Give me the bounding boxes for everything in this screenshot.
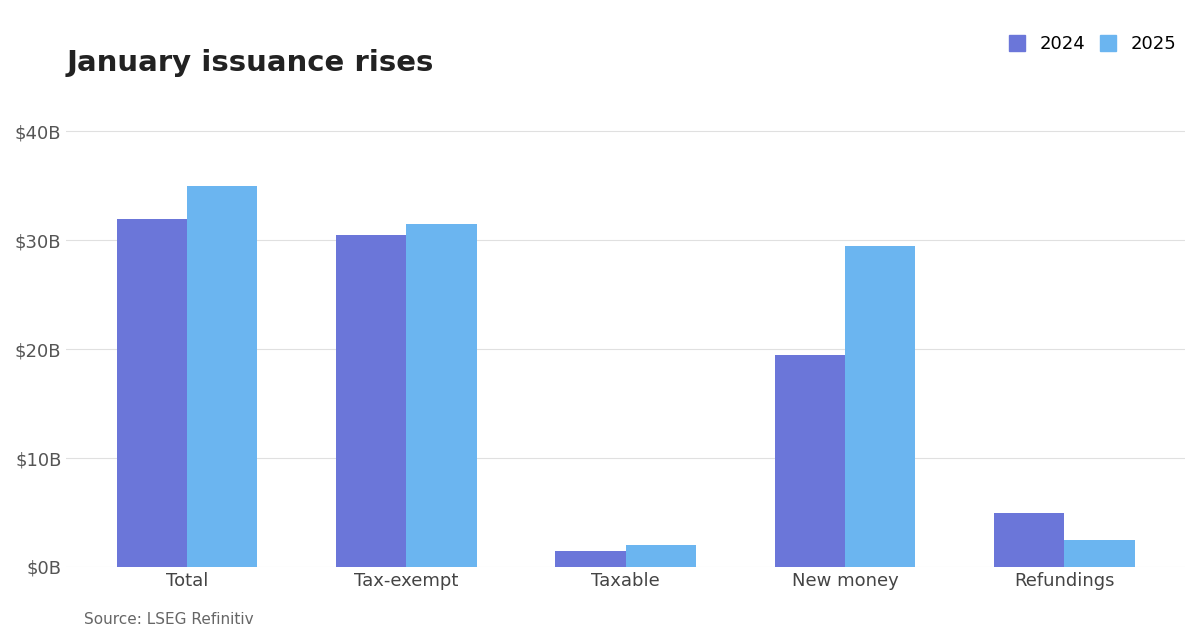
Bar [994,513,1064,567]
Bar [1064,540,1134,567]
Bar [336,235,407,567]
Bar [556,551,625,567]
Bar [625,545,696,567]
Text: Source: LSEG Refinitiv: Source: LSEG Refinitiv [84,612,253,627]
Bar [845,246,916,567]
Legend: 2024, 2025: 2024, 2025 [1009,35,1176,53]
Text: January issuance rises: January issuance rises [66,49,433,77]
Bar [775,355,845,567]
Bar [187,186,257,567]
Bar [116,219,187,567]
Bar [407,224,476,567]
